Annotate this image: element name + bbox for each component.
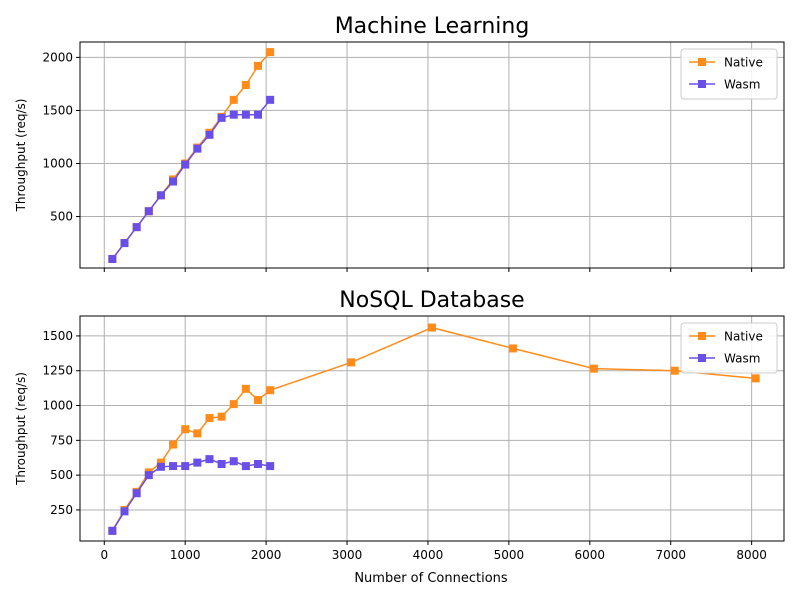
- data-point: [589, 364, 598, 373]
- data-point: [241, 110, 250, 119]
- legend-label: Native: [724, 56, 763, 70]
- y-axis-label: Throughput (req/s): [14, 372, 28, 486]
- legend-label: Wasm: [724, 78, 760, 92]
- axes-frame: [79, 41, 785, 269]
- data-point: [508, 344, 517, 353]
- data-point: [156, 462, 165, 471]
- data-point: [120, 239, 129, 248]
- data-point: [266, 462, 275, 471]
- data-point: [169, 462, 178, 471]
- data-point: [241, 462, 250, 471]
- data-point: [181, 160, 190, 169]
- data-point: [217, 412, 226, 421]
- data-point: [132, 489, 141, 498]
- data-point: [254, 460, 263, 469]
- y-axis-label: Throughput (req/s): [14, 99, 28, 213]
- data-point: [266, 48, 275, 57]
- data-point: [254, 110, 263, 119]
- legend-marker: [698, 332, 706, 340]
- legend-marker: [698, 58, 706, 66]
- x-tick-label: 5000: [494, 548, 525, 562]
- data-point: [108, 526, 117, 535]
- y-tick-label: 750: [50, 433, 73, 447]
- data-point: [347, 358, 356, 367]
- y-tick-label: 1250: [42, 364, 73, 378]
- data-point: [229, 400, 238, 409]
- legend-marker: [698, 354, 706, 362]
- data-point: [266, 95, 275, 104]
- grid: [80, 316, 784, 541]
- data-point: [229, 110, 238, 119]
- data-point: [193, 429, 202, 438]
- data-point: [181, 462, 190, 471]
- legend-marker: [698, 80, 706, 88]
- data-point: [193, 144, 202, 153]
- data-point: [428, 323, 436, 332]
- data-point: [144, 471, 153, 480]
- data-point: [254, 61, 263, 70]
- grid: [80, 42, 784, 268]
- chart-title: Machine Learning: [335, 14, 530, 39]
- x-tick-label: 7000: [655, 548, 686, 562]
- y-tick-label: 1000: [42, 399, 73, 413]
- series-native: [108, 323, 760, 535]
- chart-title: NoSQL Database: [339, 288, 524, 313]
- y-tick-label: 250: [50, 503, 73, 517]
- y-tick-label: 500: [50, 468, 73, 482]
- data-point: [193, 458, 202, 467]
- series-wasm: [108, 95, 275, 263]
- data-point: [229, 457, 238, 466]
- data-point: [108, 254, 117, 263]
- data-point: [670, 366, 679, 375]
- axes-frame: [79, 315, 785, 542]
- x-axis-label: Number of Connections: [354, 571, 508, 586]
- series-line-native: [111, 326, 756, 532]
- data-point: [241, 80, 250, 89]
- chart-panel-machine-learning: 500 1000 1500 2000 Machine Learning Throughpu…: [14, 14, 785, 272]
- x-tick-label: 2000: [251, 548, 282, 562]
- legend: Native Wasm: [680, 48, 778, 100]
- legend-label: Wasm: [724, 352, 760, 366]
- data-point: [217, 113, 226, 122]
- y-tick-label: 2000: [42, 50, 73, 64]
- x-tick-label: 4000: [413, 548, 444, 562]
- y-tick-label: 1500: [42, 103, 73, 117]
- data-point: [132, 223, 141, 232]
- y-tick-label: 1000: [42, 156, 73, 170]
- x-tick-label: 0: [100, 548, 108, 562]
- x-tick-label: 1000: [170, 548, 201, 562]
- data-point: [181, 425, 190, 434]
- data-point: [217, 460, 226, 469]
- x-tick-label: 8000: [736, 548, 767, 562]
- data-point: [205, 455, 214, 464]
- chart-panel-nosql-database: 0 1000 2000 3000 4000 5000 6000 7000 8000 250 500 7…: [14, 288, 785, 562]
- series-line-wasm: [111, 99, 271, 260]
- y-tick-label: 500: [50, 210, 73, 224]
- data-point: [751, 374, 760, 383]
- x-tick-label: 6000: [575, 548, 606, 562]
- data-point: [120, 507, 129, 516]
- data-point: [156, 191, 165, 200]
- y-tick-label: 1500: [42, 329, 73, 343]
- data-point: [266, 386, 275, 395]
- x-tick-label: 3000: [332, 548, 363, 562]
- data-point: [229, 95, 238, 104]
- data-point: [169, 177, 178, 186]
- data-point: [205, 414, 214, 423]
- data-point: [169, 440, 178, 449]
- data-point: [254, 395, 263, 404]
- legend: Native Wasm: [680, 322, 778, 374]
- data-point: [144, 207, 153, 216]
- legend-label: Native: [724, 330, 763, 344]
- data-point: [156, 458, 165, 467]
- series-wasm: [108, 455, 275, 535]
- data-point: [205, 130, 214, 139]
- data-point: [241, 384, 250, 393]
